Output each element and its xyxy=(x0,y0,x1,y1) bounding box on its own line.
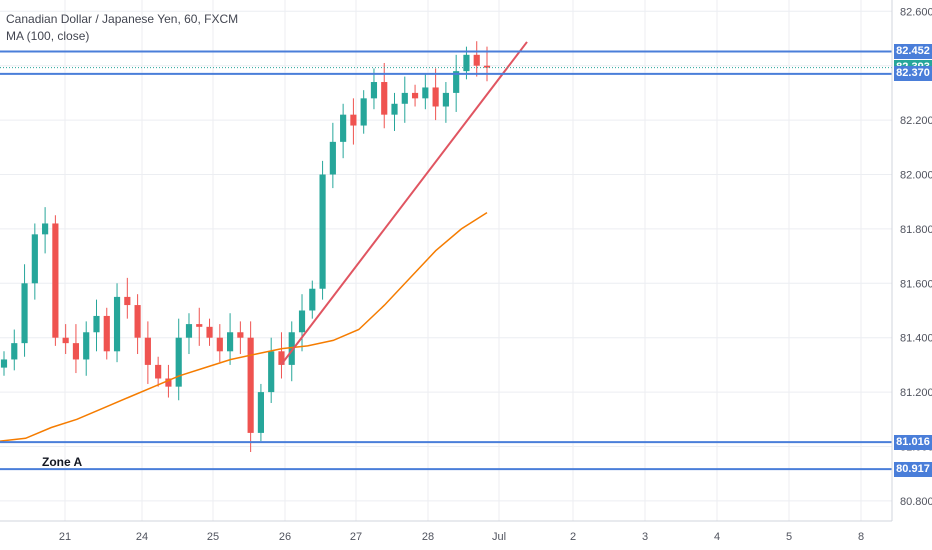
zone-a-label: Zone A xyxy=(42,455,83,469)
candle-body xyxy=(83,332,90,360)
time-tick-label: 25 xyxy=(207,531,219,543)
candle-body xyxy=(422,87,429,99)
candle-body xyxy=(298,310,306,333)
candle-body xyxy=(391,103,398,115)
candle-body xyxy=(11,343,18,360)
candle-body xyxy=(206,326,213,338)
candle-body xyxy=(31,234,38,284)
time-tick-label: 21 xyxy=(59,531,71,543)
price-tick-label: 81.400 xyxy=(900,333,932,345)
level-price-badge: 82.370 xyxy=(894,66,932,82)
candle-body xyxy=(103,315,110,352)
candle-body xyxy=(165,378,172,387)
time-tick-label: 2 xyxy=(570,531,576,543)
price-axis[interactable]: 82.60082.40082.20082.00081.80081.60081.4… xyxy=(900,6,932,508)
candle-body xyxy=(124,296,131,306)
candle-body xyxy=(268,351,275,393)
candlestick-series xyxy=(0,41,491,452)
time-tick-label: 5 xyxy=(786,531,792,543)
candle-body xyxy=(72,343,80,360)
candle-body xyxy=(227,332,234,352)
candle-body xyxy=(309,288,316,311)
price-tick-label: 82.600 xyxy=(900,6,932,18)
candle-body xyxy=(257,392,264,433)
candle-body xyxy=(237,332,244,338)
candle-body xyxy=(370,82,378,99)
horizontal-levels[interactable] xyxy=(0,50,892,471)
chart-grid xyxy=(0,0,892,521)
candle-body xyxy=(134,305,141,338)
candle-body xyxy=(93,315,100,333)
level-price-badge: 80.917 xyxy=(894,461,932,477)
candle-body xyxy=(329,141,336,175)
price-tick-label: 81.200 xyxy=(900,387,932,399)
candle-body xyxy=(340,114,347,142)
candle-body xyxy=(432,87,439,107)
candle-body xyxy=(62,337,69,344)
candle-body xyxy=(401,92,408,104)
candle-body xyxy=(155,364,162,379)
time-tick-label: 26 xyxy=(279,531,291,543)
candle-body xyxy=(288,332,295,365)
candle-body xyxy=(113,296,121,352)
price-tick-label: 81.800 xyxy=(900,224,932,236)
chart-legend-indicator[interactable]: MA (100, close) xyxy=(6,29,90,43)
candle-body xyxy=(247,337,254,433)
candle-body xyxy=(175,337,182,387)
candle-body xyxy=(196,324,203,327)
candle-body xyxy=(350,114,357,126)
level-price-badge: 81.016 xyxy=(894,434,932,450)
price-tick-label: 80.800 xyxy=(900,496,932,508)
time-tick-label: 3 xyxy=(642,531,648,543)
time-tick-label: 28 xyxy=(422,531,434,543)
candle-body xyxy=(473,54,480,66)
candle-body xyxy=(411,92,419,99)
candle-body xyxy=(463,54,470,72)
candle-body xyxy=(453,71,460,93)
time-tick-label: 24 xyxy=(136,531,148,543)
candle-body xyxy=(483,65,491,68)
time-tick-label: 4 xyxy=(714,531,720,543)
candle-body xyxy=(381,82,388,115)
candle-body xyxy=(42,223,49,235)
price-tick-label: 82.000 xyxy=(900,170,932,182)
candle-body xyxy=(360,98,367,126)
candle-body xyxy=(185,324,193,338)
time-tick-label: Jul xyxy=(492,531,506,543)
time-tick-label: 27 xyxy=(350,531,362,543)
time-axis[interactable]: 21 24 25 26 27 28 Jul 2 3 4 5 8 xyxy=(59,531,864,543)
level-price-badge: 82.452 xyxy=(894,44,932,60)
candle-body xyxy=(21,283,28,344)
candle-body xyxy=(442,92,449,107)
candle-body xyxy=(144,337,151,365)
support-trendline[interactable] xyxy=(280,41,528,366)
chart-legend-title[interactable]: Canadian Dollar / Japanese Yen, 60, FXCM xyxy=(6,12,239,26)
price-tick-label: 81.600 xyxy=(900,278,932,290)
price-tick-label: 82.200 xyxy=(900,115,932,127)
candle-body xyxy=(52,223,59,338)
candle-body xyxy=(319,174,326,289)
time-tick-label: 8 xyxy=(858,531,864,543)
candle-body xyxy=(216,337,223,352)
candle-body xyxy=(0,359,8,368)
moving-average-line xyxy=(0,211,488,442)
candle-body xyxy=(278,351,285,365)
